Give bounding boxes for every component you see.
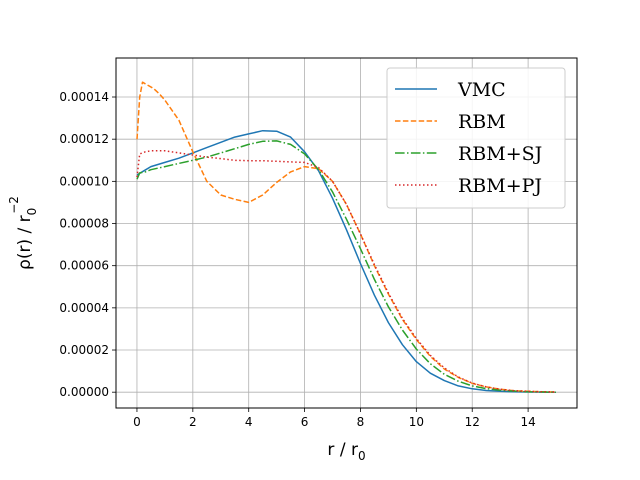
series-vmc <box>136 129 557 393</box>
legend-label: VMC <box>457 79 506 101</box>
y-tick-label: 0.00004 <box>59 301 109 315</box>
x-tick-label: 12 <box>465 415 480 429</box>
x-tick-label: 6 <box>301 415 309 429</box>
legend: VMC RBM RBM+SJ RBM+PJ <box>386 67 566 209</box>
x-axis: 0 2 4 6 8 10 12 14 <box>133 408 536 429</box>
series-layer <box>136 81 557 393</box>
y-tick-label: 0.00006 <box>59 259 109 273</box>
legend-box <box>386 67 566 209</box>
x-tick-label: 14 <box>520 415 535 429</box>
x-tick-label: 0 <box>133 415 141 429</box>
y-tick-label: 0.00002 <box>59 343 109 357</box>
legend-label: RBM+SJ <box>458 143 542 165</box>
y-axis: 0.00000 0.00002 0.00004 0.00006 0.00008 0.000… <box>59 90 116 399</box>
legend-label: RBM+PJ <box>458 175 542 197</box>
x-axis-label: r / r0 <box>327 440 365 463</box>
x-tick-label: 10 <box>409 415 424 429</box>
y-tick-label: 0.00014 <box>59 90 109 104</box>
y-tick-label: 0.00012 <box>59 132 109 146</box>
series-rbm-pj <box>136 150 557 393</box>
y-tick-label: 0.00010 <box>59 174 109 188</box>
legend-label: RBM <box>458 111 506 133</box>
x-tick-label: 2 <box>189 415 197 429</box>
y-axis-label: ρ(r) / r0−2 <box>7 196 39 270</box>
x-tick-label: 4 <box>245 415 253 429</box>
series-rbm-sj <box>136 140 557 393</box>
series-rbm <box>136 81 557 393</box>
plot-frame <box>115 57 578 409</box>
y-tick-label: 0.00008 <box>59 217 109 231</box>
y-tick-label: 0.00000 <box>59 385 109 399</box>
x-tick-label: 8 <box>357 415 365 429</box>
